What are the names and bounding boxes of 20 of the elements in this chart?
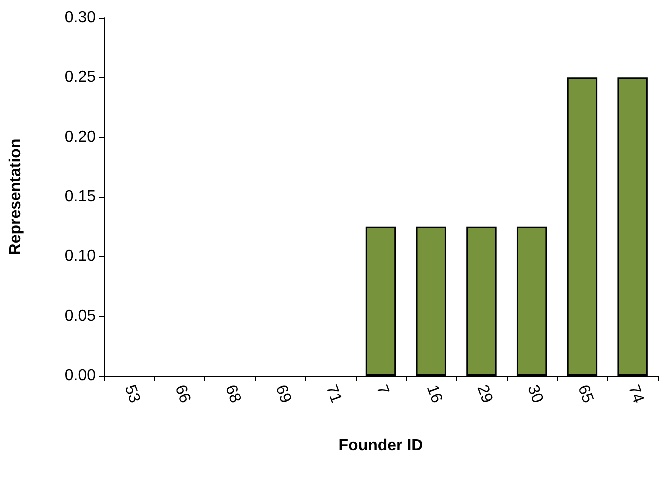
x-tick-label: 71 xyxy=(322,383,345,406)
y-axis-title: Representation xyxy=(8,138,24,256)
x-tick-label: 74 xyxy=(624,383,647,406)
y-tick-label: 0.15 xyxy=(64,188,96,206)
y-tick-label: 0.25 xyxy=(64,69,96,86)
x-axis-title: Founder ID xyxy=(338,438,424,454)
x-tick-label: 65 xyxy=(574,383,597,406)
y-tick-label: 0.00 xyxy=(64,368,96,384)
x-tick-label: 29 xyxy=(474,383,496,406)
x-tick-label: 68 xyxy=(222,383,244,406)
y-tick-label: 0.05 xyxy=(64,308,96,325)
x-tick-label: 53 xyxy=(121,383,144,406)
y-tick-label: 0.20 xyxy=(64,128,96,146)
x-tick-label: 16 xyxy=(423,383,446,406)
x-tick-label: 69 xyxy=(272,383,294,406)
x-tick-label: 30 xyxy=(524,383,546,406)
y-tick-label: 0.30 xyxy=(64,10,96,26)
x-tick-label: 7 xyxy=(373,383,392,398)
y-tick-label: 0.10 xyxy=(64,248,96,266)
x-tick-label: 66 xyxy=(172,383,194,406)
